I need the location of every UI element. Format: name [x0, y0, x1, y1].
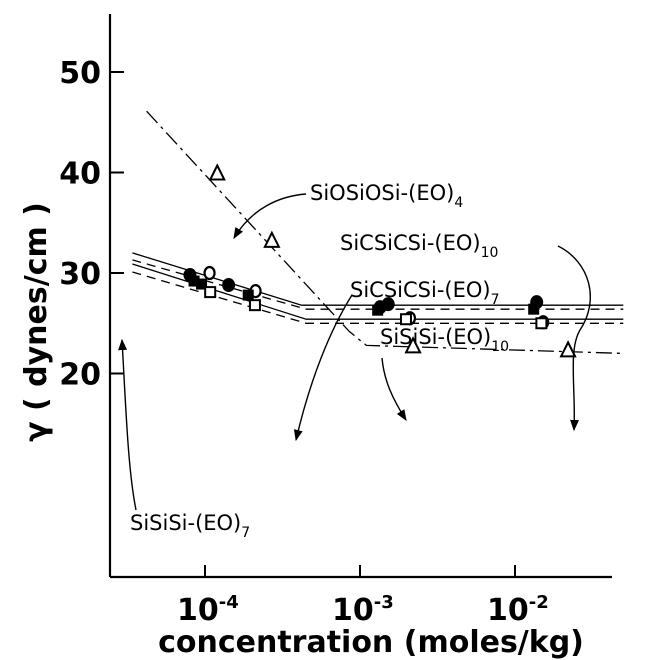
- annotations: SiOSiOSi-(EO)4 SiCSiCSi-(EO)10 SiCSiCSi-(E…: [118, 181, 592, 541]
- x-tick-label: 10-3: [332, 592, 394, 628]
- triangle-marker: [263, 230, 281, 248]
- fit-line: [132, 271, 624, 324]
- leader-arrow: [557, 245, 592, 432]
- x-tick-label: 10-4: [177, 592, 239, 628]
- filled-circle-marker: [381, 297, 395, 312]
- filled-square-marker: [242, 289, 254, 301]
- filled-square-marker: [372, 304, 384, 316]
- filled-square-marker: [528, 303, 540, 315]
- x-tick-label: 10-2: [487, 592, 549, 628]
- open-square-marker: [204, 286, 217, 299]
- filled-circle-marker: [222, 278, 236, 293]
- x-axis-title: concentration (moles/kg): [158, 625, 584, 660]
- filled-square-marker: [188, 275, 200, 287]
- leader-arrow: [233, 193, 307, 239]
- series-label: SiCSiCSi-(EO)7: [350, 278, 500, 308]
- y-tick-label: 20: [59, 358, 101, 393]
- triangle-marker: [208, 163, 226, 181]
- y-tick-label: 50: [59, 56, 101, 91]
- y-axis-title: γ ( dynes/cm ): [19, 202, 54, 442]
- filled-square-marker: [196, 278, 208, 290]
- leader-arrow: [381, 357, 407, 421]
- fit-line: [146, 110, 624, 355]
- data-markers: [183, 163, 577, 358]
- series-label: SiCSiCSi-(EO)10: [340, 231, 498, 261]
- open-circle-marker: [203, 265, 216, 281]
- open-square-marker: [535, 317, 548, 330]
- open-square-marker: [248, 299, 261, 312]
- leader-arrow: [293, 294, 353, 442]
- leader-arrow: [118, 338, 137, 511]
- open-square-marker: [399, 313, 412, 326]
- y-tick-label: 30: [59, 257, 101, 292]
- y-tick-label: 40: [59, 157, 101, 192]
- triangle-marker: [404, 336, 422, 354]
- series-label: SiSiSi-(EO)7: [130, 511, 250, 541]
- triangle-marker: [559, 340, 577, 358]
- series-label: SiOSiOSi-(EO)4: [310, 181, 463, 211]
- series-label: SiSiSi-(EO)10: [380, 325, 509, 355]
